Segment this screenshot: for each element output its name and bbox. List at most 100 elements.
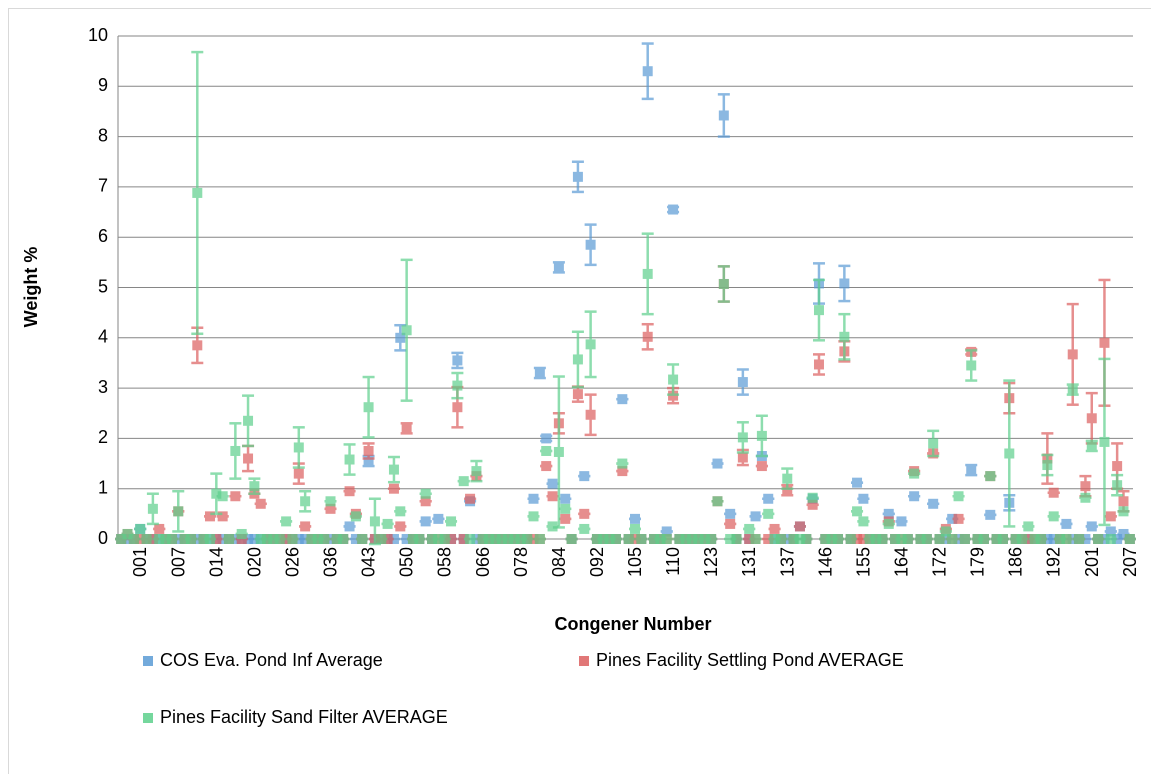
legend-swatch [143, 713, 153, 723]
marker [858, 516, 869, 527]
x-tick-label: 146 [815, 547, 835, 577]
marker [547, 491, 558, 502]
marker [528, 511, 539, 522]
marker [1061, 518, 1072, 529]
x-tick-label: 020 [244, 547, 264, 577]
marker [1086, 521, 1097, 532]
x-tick-label: 105 [625, 547, 645, 577]
point [609, 534, 622, 544]
point [1098, 357, 1111, 527]
marker [211, 534, 222, 544]
x-tick-label: 123 [701, 547, 721, 577]
marker [839, 331, 850, 342]
marker [909, 468, 920, 479]
y-tick-label: 5 [98, 276, 108, 296]
marker [147, 534, 158, 544]
marker [357, 534, 368, 544]
point [235, 528, 248, 539]
point [521, 534, 534, 544]
marker [833, 534, 844, 544]
point [451, 351, 464, 370]
marker [192, 340, 203, 351]
point [419, 516, 432, 527]
marker [281, 534, 292, 544]
point [559, 493, 572, 504]
marker [1086, 440, 1097, 451]
marker [255, 498, 266, 509]
marker [617, 466, 628, 477]
point [165, 534, 178, 544]
marker [630, 523, 641, 534]
point [724, 518, 737, 529]
point [121, 528, 134, 539]
point [984, 509, 997, 520]
marker [1074, 534, 1085, 544]
marker [515, 534, 526, 544]
marker [198, 534, 209, 544]
marker [1080, 534, 1091, 544]
marker [687, 534, 698, 544]
y-tick-label: 4 [98, 327, 108, 347]
point [793, 521, 806, 532]
point [445, 516, 458, 527]
point [1066, 383, 1079, 396]
point [540, 445, 553, 456]
marker [591, 534, 602, 544]
marker [947, 513, 958, 524]
marker [572, 354, 583, 365]
point [724, 508, 737, 519]
marker [1112, 534, 1123, 544]
marker [338, 534, 349, 544]
point [851, 477, 864, 488]
point [356, 534, 369, 544]
marker [940, 526, 951, 537]
marker [509, 534, 520, 544]
point [540, 433, 553, 444]
marker [541, 445, 552, 456]
marker [1048, 534, 1059, 544]
marker [388, 534, 399, 544]
marker [883, 518, 894, 529]
marker [249, 481, 260, 492]
point [1104, 534, 1117, 544]
point [1035, 534, 1048, 544]
marker [940, 534, 951, 544]
marker [845, 534, 856, 544]
marker [807, 499, 818, 510]
marker [966, 465, 977, 476]
marker [154, 534, 165, 544]
marker [395, 506, 406, 517]
marker [528, 493, 539, 504]
marker [718, 278, 729, 289]
point [1060, 534, 1073, 544]
marker [1080, 492, 1091, 503]
point [762, 508, 775, 519]
marker [160, 534, 171, 544]
point [349, 511, 362, 522]
x-tick-label: 201 [1082, 547, 1102, 577]
point [901, 534, 914, 544]
marker [452, 380, 463, 391]
marker [883, 508, 894, 519]
marker [528, 534, 539, 544]
marker [135, 523, 146, 534]
y-tick-label: 2 [98, 427, 108, 447]
x-tick-label: 179 [968, 547, 988, 577]
point [895, 516, 908, 527]
marker [915, 534, 926, 544]
point [559, 503, 572, 514]
point [533, 534, 546, 544]
marker [610, 534, 621, 544]
marker [553, 262, 564, 273]
marker [446, 534, 457, 544]
marker [281, 516, 292, 527]
point [660, 534, 673, 544]
point [546, 478, 559, 489]
marker [858, 534, 869, 544]
point [400, 422, 413, 435]
marker [306, 534, 317, 544]
marker [344, 454, 355, 465]
marker [350, 511, 361, 522]
point [1047, 487, 1060, 498]
